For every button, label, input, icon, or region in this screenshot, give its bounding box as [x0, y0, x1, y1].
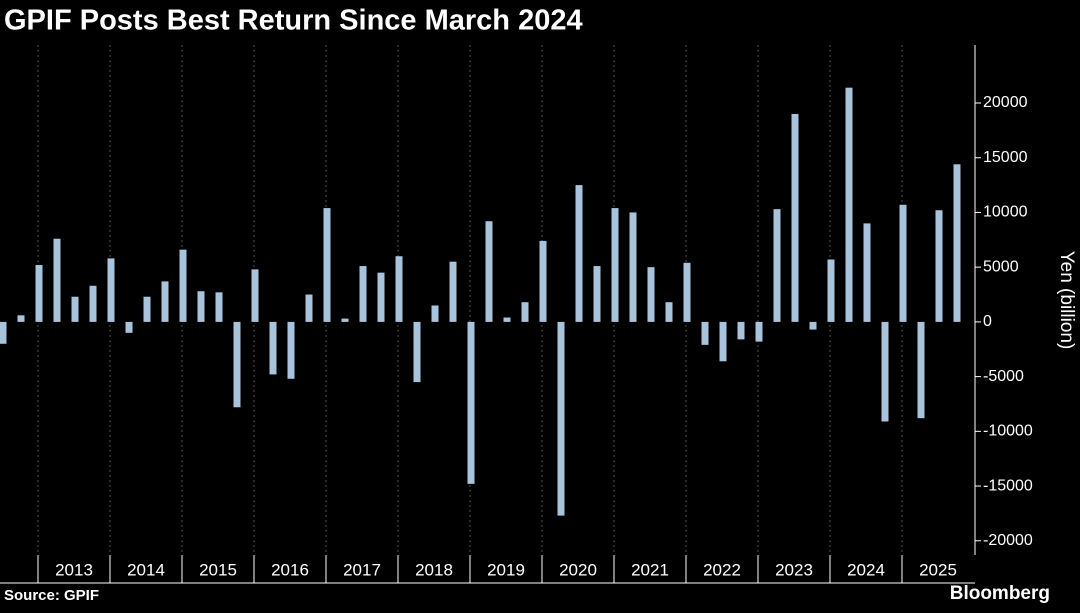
bar	[575, 185, 583, 322]
bar	[107, 258, 115, 322]
y-axis-label: Yen (billion)	[1056, 251, 1077, 350]
bar	[773, 209, 781, 322]
x-tick-label: 2016	[271, 560, 309, 579]
bar	[0, 321, 7, 344]
y-tick-label: 10000	[983, 204, 1028, 221]
y-tick-label: 15000	[983, 149, 1028, 166]
brand: Bloomberg	[950, 583, 1050, 604]
bar	[413, 321, 421, 383]
bar	[791, 113, 799, 322]
bar	[503, 317, 511, 322]
bar	[827, 259, 835, 322]
bar	[899, 204, 907, 322]
bar	[251, 269, 259, 322]
bar	[323, 208, 331, 322]
chart-title: GPIF Posts Best Return Since March 2024	[4, 5, 583, 37]
bar	[557, 321, 565, 516]
x-tick-label: 2021	[631, 560, 669, 579]
bar	[179, 249, 187, 322]
x-tick-label: 2020	[559, 560, 597, 579]
x-tick-label: 2018	[415, 560, 453, 579]
bar	[629, 212, 637, 322]
bar	[71, 296, 79, 322]
x-tick-label: 2015	[199, 560, 237, 579]
bar	[215, 292, 223, 322]
y-tick-label: 20000	[983, 94, 1028, 111]
x-tick-label: 2022	[703, 560, 741, 579]
y-tick-label: -20000	[983, 532, 1033, 549]
x-tick-label: 2014	[127, 560, 165, 579]
bar	[197, 291, 205, 322]
x-tick-label: 2025	[919, 560, 957, 579]
bar	[341, 318, 349, 322]
x-tick-label: 2024	[847, 560, 885, 579]
bar	[431, 305, 439, 322]
x-tick-label: 2017	[343, 560, 381, 579]
bar	[521, 302, 529, 322]
bar	[953, 164, 961, 322]
bar	[683, 262, 691, 322]
bar	[287, 321, 295, 379]
y-tick-label: -15000	[983, 477, 1033, 494]
bar	[845, 87, 853, 322]
y-tick-label: -5000	[983, 368, 1024, 385]
x-tick-label: 2013	[55, 560, 93, 579]
bar	[701, 321, 709, 345]
source: Source: GPIF	[4, 587, 99, 604]
bar	[755, 321, 763, 342]
bar	[359, 266, 367, 322]
bar	[539, 240, 547, 322]
bar	[737, 321, 745, 340]
bar	[89, 285, 97, 322]
bar	[467, 321, 475, 484]
y-tick-label: -10000	[983, 423, 1033, 440]
bar	[881, 321, 889, 422]
bar	[269, 321, 277, 375]
y-tick-label: 0	[983, 313, 992, 330]
bar	[809, 321, 817, 330]
bar	[935, 210, 943, 322]
bar	[17, 315, 25, 322]
bar	[35, 264, 43, 322]
bar	[53, 238, 61, 322]
bar	[305, 294, 313, 322]
bar	[917, 321, 925, 419]
bar	[233, 321, 241, 408]
bar	[485, 221, 493, 322]
bar	[449, 261, 457, 322]
y-tick-label: 5000	[983, 258, 1019, 275]
x-tick-label: 2019	[487, 560, 525, 579]
x-tick-label: 2023	[775, 560, 813, 579]
bar	[863, 223, 871, 322]
bar	[395, 256, 403, 322]
bar	[647, 267, 655, 322]
bar	[593, 266, 601, 322]
bar	[143, 296, 151, 322]
bar	[161, 281, 169, 322]
bar	[611, 208, 619, 322]
bar	[719, 321, 727, 362]
bar	[377, 272, 385, 322]
bar	[665, 302, 673, 322]
bar	[125, 321, 133, 333]
